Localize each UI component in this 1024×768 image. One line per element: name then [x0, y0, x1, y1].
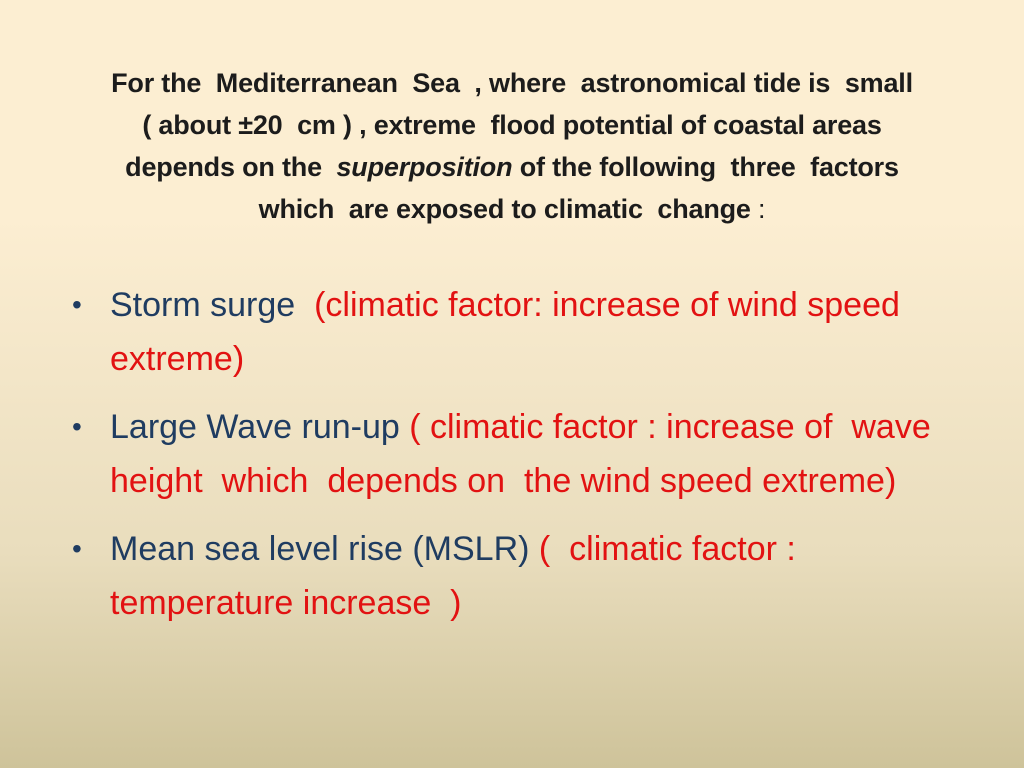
- bullet-text-segment: Mean sea level rise (MSLR): [110, 530, 539, 568]
- bullet-text-segment: Large Wave run-up: [110, 408, 410, 446]
- bullet-text: Storm surge (climatic factor: increase o…: [110, 278, 940, 386]
- bullet-item: • Mean sea level rise (MSLR) ( climatic f…: [72, 522, 1024, 630]
- bullet-text: Large Wave run-up ( climatic factor : in…: [110, 400, 940, 508]
- title-text-segment: of the following three factors: [512, 152, 899, 182]
- title-text-segment: For the Mediterranean Sea , where astron…: [111, 68, 913, 98]
- title-line: depends on the superposition of the foll…: [0, 146, 1024, 188]
- bullet-marker-icon: •: [72, 411, 82, 442]
- title-line: For the Mediterranean Sea , where astron…: [0, 62, 1024, 104]
- bullet-text-segment: (climatic factor: increase of wind speed…: [110, 286, 910, 378]
- title-text-segment: which are exposed to climatic change: [258, 194, 759, 224]
- title-text-segment: ( about ±20 cm ) , extreme flood potenti…: [142, 110, 882, 140]
- title-text-segment: superposition: [336, 152, 513, 182]
- bullet-text-segment: ( climatic factor : increase of wave hei…: [110, 408, 950, 500]
- bullet-marker-icon: •: [72, 289, 82, 320]
- bullet-text: Mean sea level rise (MSLR) ( climatic fa…: [110, 522, 940, 630]
- bullet-marker-icon: •: [72, 533, 82, 564]
- title-line: ( about ±20 cm ) , extreme flood potenti…: [0, 104, 1024, 146]
- bullet-item: • Large Wave run-up ( climatic factor : i…: [72, 400, 1024, 508]
- slide-title: For the Mediterranean Sea , where astron…: [0, 0, 1024, 230]
- bullet-list: • Storm surge (climatic factor: increase …: [0, 278, 1024, 630]
- bullet-item: • Storm surge (climatic factor: increase …: [72, 278, 1024, 386]
- title-text-segment: :: [758, 194, 766, 224]
- bullet-text-segment: ( climatic factor : temperature increase…: [110, 530, 806, 622]
- title-text-segment: depends on the: [125, 152, 337, 182]
- bullet-text-segment: Storm surge: [110, 286, 315, 324]
- title-line: which are exposed to climatic change :: [0, 188, 1024, 230]
